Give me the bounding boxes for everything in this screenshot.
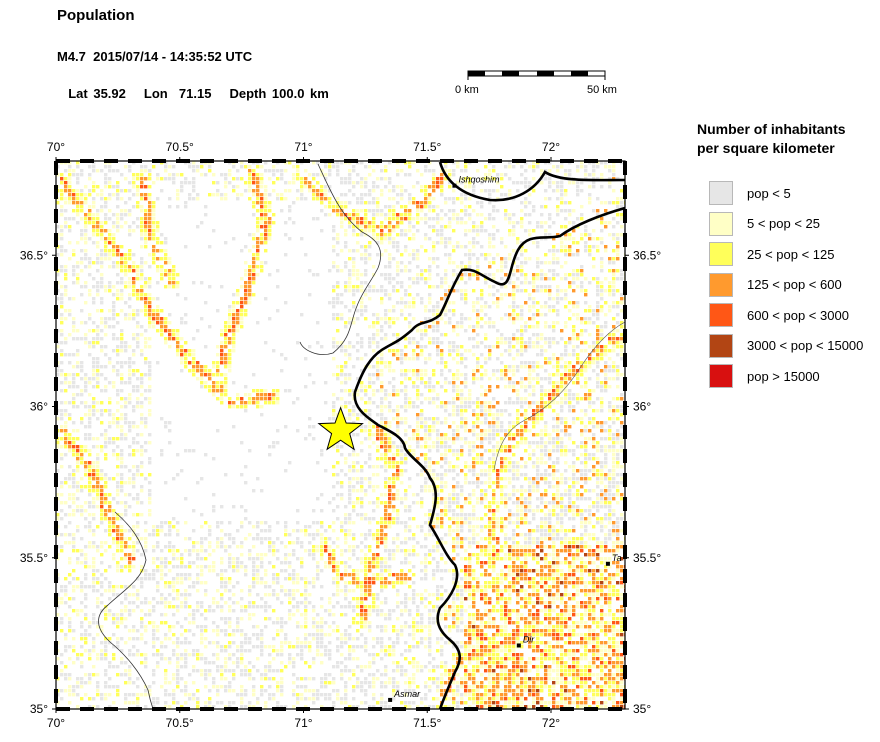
district-boundary xyxy=(299,163,382,355)
legend-label: pop < 5 xyxy=(747,185,791,201)
legend-swatch xyxy=(709,303,733,327)
x-tick-label-bottom: 70° xyxy=(47,716,65,730)
legend-label: 25 < pop < 125 xyxy=(747,246,835,262)
population-map: 70° 70° 70.5° 70.5° 71° 71° 71.5° 71.5° 72° 72° 35… xyxy=(20,140,662,730)
legend-item: pop < 5 xyxy=(709,181,791,205)
legend-label: 600 < pop < 3000 xyxy=(747,307,849,323)
scale-bar: 0 km 50 km xyxy=(455,70,617,96)
place-label: Asmar xyxy=(393,689,421,699)
place-label: Ishqoshim xyxy=(458,175,500,185)
legend-item: 125 < pop < 600 xyxy=(709,272,842,297)
place-marker xyxy=(452,183,457,188)
district-boundary-east xyxy=(493,321,625,471)
scale-left-label: 0 km xyxy=(455,84,479,96)
x-tick-label-top: 71° xyxy=(294,140,312,154)
legend-swatch xyxy=(709,181,733,205)
legend-title-line2: per square kilometer xyxy=(697,140,835,156)
y-tick-label-right: 35.5° xyxy=(633,551,661,565)
x-tick-label-top: 70.5° xyxy=(166,140,194,154)
latitude-label: Lat 35.92 xyxy=(68,86,126,101)
legend-label: 3000 < pop < 15000 xyxy=(747,338,864,353)
place-label: Dir xyxy=(523,634,535,644)
legend-item: 25 < pop < 125 xyxy=(709,242,834,266)
legend-swatch xyxy=(709,272,733,297)
x-tick-label-top: 70° xyxy=(47,140,65,154)
national-border-north xyxy=(438,161,625,202)
place-marker xyxy=(388,697,393,702)
district-boundary-west xyxy=(98,511,154,709)
legend-title-line1: Number of inhabitants xyxy=(697,121,846,137)
legend-swatch xyxy=(709,364,733,388)
legend-item: 5 < pop < 25 xyxy=(709,211,821,236)
legend-label: 5 < pop < 25 xyxy=(747,216,821,231)
y-tick-label-right: 36.5° xyxy=(633,248,661,262)
y-tick-label-left: 36° xyxy=(30,400,48,414)
y-tick-label-right: 36° xyxy=(633,400,651,414)
event-location: Lat 35.92 Lon 71.15 Depth 100.0 km xyxy=(57,71,347,101)
depth-label: Depth 100.0 km xyxy=(229,86,329,101)
national-border-durand-line xyxy=(353,206,625,709)
place-markers: Ishqoshim Dir Asmar Ta xyxy=(388,175,622,702)
x-tick-label-bottom: 71.5° xyxy=(413,716,441,730)
place-label: Ta xyxy=(612,553,622,563)
place-marker xyxy=(605,561,610,566)
place-marker xyxy=(516,643,521,648)
y-tick-label-left: 35.5° xyxy=(20,551,48,565)
legend-swatch xyxy=(709,211,733,236)
y-tick-label-left: 35° xyxy=(30,702,48,716)
y-tick-label-left: 36.5° xyxy=(20,248,48,262)
legend-swatch xyxy=(709,242,733,266)
x-tick-label-bottom: 71° xyxy=(294,716,312,730)
x-tick-label-bottom: 72° xyxy=(542,716,560,730)
epicenter-star xyxy=(317,406,364,451)
y-tick-label-right: 35° xyxy=(633,702,651,716)
population-density-cells xyxy=(56,161,625,709)
map-frame xyxy=(52,157,629,713)
x-tick-label-bottom: 70.5° xyxy=(166,716,194,730)
legend-swatch xyxy=(709,333,733,358)
event-summary: M4.7 2015/07/14 - 14:35:52 UTC xyxy=(57,49,253,64)
axis-tick-labels: 70° 70° 70.5° 70.5° 71° 71° 71.5° 71.5° 72° 72° 35… xyxy=(20,140,662,730)
x-tick-label-top: 71.5° xyxy=(413,140,441,154)
legend-title: Number of inhabitants per square kilomet… xyxy=(697,120,872,158)
scale-right-label: 50 km xyxy=(587,84,617,96)
legend-label: 125 < pop < 600 xyxy=(747,277,842,292)
longitude-label: Lon 71.15 xyxy=(143,86,212,101)
x-tick-label-top: 72° xyxy=(542,140,560,154)
legend-label: pop > 15000 xyxy=(747,368,820,384)
legend-item: 600 < pop < 3000 xyxy=(709,303,849,327)
map-title: Population xyxy=(57,7,135,24)
legend-item: 3000 < pop < 15000 xyxy=(709,333,864,358)
legend-item: pop > 15000 xyxy=(709,364,820,388)
